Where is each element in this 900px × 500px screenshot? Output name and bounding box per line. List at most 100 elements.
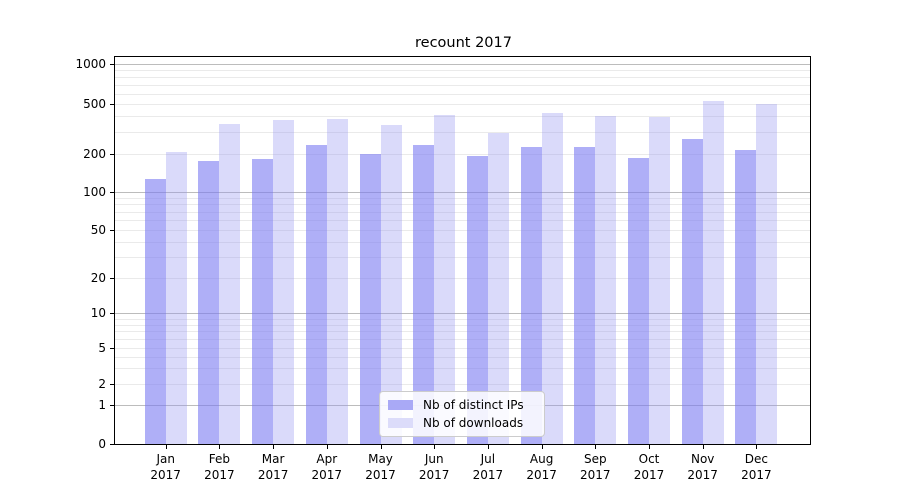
y-tick (110, 313, 114, 315)
bar-downloads-oct (649, 116, 670, 444)
y-tick (110, 444, 114, 445)
bar-distinct-ips-feb (198, 161, 220, 444)
bar-downloads-jan (165, 152, 187, 444)
legend-item-distinct-ips: Nb of distinct IPs (388, 398, 536, 412)
x-tick (219, 445, 221, 449)
gridline-minor (115, 356, 810, 358)
gridline-minor (115, 324, 810, 326)
y-tick (110, 154, 114, 155)
y-tick (110, 104, 114, 106)
grid-layer (115, 57, 810, 444)
x-tick-label-apr: Apr 2017 (311, 452, 343, 482)
y-tick (110, 64, 114, 65)
x-tick-label-dec: Dec 2017 (741, 452, 772, 482)
x-tick-label-jun: Jun 2017 (418, 452, 450, 482)
x-tick-label-mar: Mar 2017 (257, 452, 289, 482)
x-tick (434, 445, 436, 449)
legend-label-distinct-ips: Nb of distinct IPs (423, 398, 524, 412)
x-tick-label-jan: Jan 2017 (150, 452, 181, 482)
bar-distinct-ips-dec (735, 149, 757, 444)
chart-title: recount 2017 (415, 35, 512, 51)
gridline-minor (115, 256, 810, 258)
gridline-minor (115, 154, 810, 155)
bar-downloads-apr (326, 119, 348, 444)
gridline-minor (115, 204, 810, 206)
gridline-minor (115, 93, 810, 95)
gridline-minor (115, 132, 810, 133)
y-tick-label: 1 (98, 397, 106, 412)
gridline-minor (115, 318, 810, 320)
bar-distinct-ips-jul (466, 156, 488, 444)
gridline-major (115, 64, 810, 65)
y-tick (110, 348, 114, 349)
bar-distinct-ips-nov (681, 138, 703, 444)
y-tick-label: 10 (90, 306, 106, 321)
bar-distinct-ips-jan (144, 179, 166, 444)
x-tick (756, 445, 758, 449)
bar-distinct-ips-mar (252, 158, 274, 444)
gridline-minor (115, 220, 810, 221)
bar-distinct-ips-sep (574, 146, 596, 444)
bar-distinct-ips-aug (520, 146, 542, 444)
gridline-minor (115, 70, 810, 72)
gridline-minor (115, 383, 810, 385)
gridline-minor (115, 77, 810, 78)
gridline-major (115, 313, 810, 315)
legend-label-downloads: Nb of downloads (423, 416, 524, 430)
y-tick (110, 192, 114, 193)
gridline-minor (115, 211, 810, 213)
x-tick (165, 445, 167, 449)
x-tick-label-feb: Feb 2017 (204, 452, 235, 482)
y-tick (110, 404, 114, 406)
legend: Nb of distinct IPs Nb of downloads (379, 391, 545, 437)
gridline-minor (115, 197, 810, 199)
y-tick (110, 230, 114, 231)
gridline-minor (115, 84, 810, 86)
legend-swatch-distinct-ips-icon (388, 400, 413, 410)
bar-downloads-aug (541, 112, 563, 444)
x-tick (649, 445, 650, 449)
bar-distinct-ips-oct (628, 157, 649, 444)
bar-distinct-ips-may (359, 153, 381, 444)
x-tick-label-jul: Jul 2017 (472, 452, 504, 482)
y-tick-label: 50 (90, 223, 106, 237)
bar-downloads-jun (434, 114, 456, 444)
plot-area (114, 56, 811, 445)
legend-item-downloads: Nb of downloads (388, 416, 536, 430)
x-tick-label-oct: Oct 2017 (633, 452, 665, 482)
bar-downloads-sep (595, 116, 617, 444)
x-tick (326, 445, 328, 449)
y-tick-label: 500 (83, 97, 106, 112)
y-tick-label: 2 (98, 376, 106, 391)
x-tick-label-nov: Nov 2017 (687, 452, 718, 482)
legend-swatch-downloads-icon (388, 418, 413, 428)
bars-layer (115, 57, 810, 444)
y-tick-label: 100 (83, 185, 106, 199)
x-tick (380, 445, 382, 449)
bar-downloads-dec (756, 103, 778, 444)
gridline-minor (115, 230, 810, 231)
y-tick-label: 1000 (75, 57, 106, 71)
gridline-minor (115, 116, 810, 118)
y-tick-label: 0 (98, 437, 106, 451)
gridline-major (115, 192, 810, 193)
bar-downloads-nov (702, 101, 724, 444)
bar-distinct-ips-jun (413, 144, 435, 444)
y-tick (110, 278, 114, 279)
gridline-minor (115, 278, 810, 279)
bar-downloads-feb (219, 124, 241, 444)
gridline-minor (115, 367, 810, 369)
x-tick (595, 445, 597, 449)
bar-downloads-may (380, 125, 402, 444)
bar-distinct-ips-apr (305, 144, 327, 444)
y-tick (110, 383, 114, 385)
x-tick (541, 445, 543, 449)
gridline-minor (115, 104, 810, 106)
x-tick (273, 445, 275, 449)
y-tick-label: 20 (90, 271, 106, 285)
x-tick (702, 445, 704, 449)
bar-downloads-mar (273, 120, 295, 444)
